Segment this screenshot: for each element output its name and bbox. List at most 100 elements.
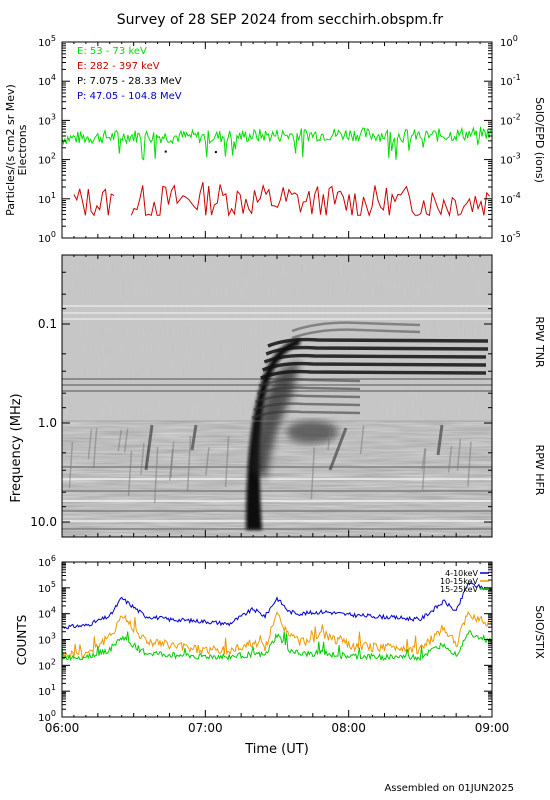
proton-data-point xyxy=(164,150,167,153)
y-tick-label: 104 xyxy=(38,606,56,621)
hfr-streak xyxy=(92,427,98,469)
figure-title: Survey of 28 SEP 2024 from secchirh.obsp… xyxy=(117,12,444,28)
hfr-streak xyxy=(87,428,93,460)
y-tick-label: 103 xyxy=(38,632,56,647)
legend-entry: P: 7.075 - 28.33 MeV xyxy=(77,76,182,87)
y-tick-label: 100 xyxy=(38,230,56,245)
radio-ylabel: Frequency (MHz) xyxy=(9,393,24,502)
tnr-band xyxy=(62,312,492,314)
burst-harmonic-lane xyxy=(254,394,361,404)
hfr-burst-streak xyxy=(144,424,154,471)
hfr-streak xyxy=(168,448,174,481)
particles-right-label: SolO/EPD (ions) xyxy=(533,97,546,183)
hfr-streaks xyxy=(68,423,472,504)
series-line-15-25kev xyxy=(62,630,492,662)
series-line-4-10kev xyxy=(62,582,492,630)
x-tick-label: 07:00 xyxy=(188,721,223,735)
legend-entry: 10-15keV xyxy=(440,577,479,586)
y-tick-label: 106 xyxy=(38,554,56,569)
hfr-band xyxy=(62,500,492,502)
x-tick-label: 09:00 xyxy=(475,721,510,735)
tnr-band xyxy=(62,318,492,320)
burst-harmonic-lane xyxy=(253,402,361,412)
hfr-streak xyxy=(456,439,462,471)
hfr-horizontal-bands xyxy=(62,466,492,530)
burst-harmonic-lane xyxy=(251,410,361,420)
burst-upper-lane xyxy=(291,328,421,340)
right-tick-label: 100 xyxy=(500,34,518,49)
x-tick-label: 06:00 xyxy=(45,721,80,735)
right-tick-label: 10-4 xyxy=(500,191,521,206)
hfr-streak xyxy=(310,447,316,500)
particles-panel: 100 101 102 103 104 105 10-5 10-4 10-3 10-2 10-1 1… xyxy=(4,34,546,245)
right-tick-label: 10-3 xyxy=(500,152,521,167)
x-tick-label: 08:00 xyxy=(331,721,366,735)
right-tick-label: 10-1 xyxy=(500,73,521,88)
legend-entry: E: 53 - 73 keV xyxy=(77,46,147,57)
radio-burst-halo xyxy=(252,360,300,480)
y-tick-label: 100 xyxy=(38,709,56,724)
y-tick-label: 104 xyxy=(38,73,56,88)
hfr-band xyxy=(62,478,492,480)
hfr-band xyxy=(62,490,492,492)
legend-entry: 4-10keV xyxy=(445,569,478,578)
burst-harmonic-lane xyxy=(267,337,489,348)
y-tick-label: 102 xyxy=(38,657,56,672)
hfr-streak xyxy=(68,441,74,489)
hfr-streak xyxy=(205,447,210,476)
burst-harmonic-lane xyxy=(258,378,361,388)
legend-entry: P: 47.05 - 104.8 MeV xyxy=(77,91,182,102)
hfr-band xyxy=(62,520,492,522)
hfr-band xyxy=(62,510,492,512)
series-line-10-15kev xyxy=(62,610,492,660)
tnr-band xyxy=(62,305,492,307)
burst-harmonic-lane xyxy=(256,386,361,396)
stix-ylabel: COUNTS xyxy=(15,615,29,666)
stix-panel: 100 101 102 103 104 105 106 06:00 07:00 08:00 09:… xyxy=(15,554,546,757)
right-tick-label: 10-5 xyxy=(500,230,521,245)
y-tick-label: 101 xyxy=(38,683,56,698)
radio-right-label-tnr: RPW TNR xyxy=(533,316,546,368)
hfr-streak xyxy=(467,441,472,487)
legend-entry: 15-25keV xyxy=(440,585,479,594)
stix-right-label: SolO/STIX xyxy=(533,605,546,659)
proton-data-point xyxy=(214,151,217,154)
particles-ylabel-electrons: Electrons xyxy=(16,124,29,175)
y-tick-label: 1.0 xyxy=(38,416,57,430)
burst-harmonic-lane xyxy=(260,369,487,380)
y-tick-label: 0.1 xyxy=(38,317,57,331)
hfr-streak xyxy=(421,448,427,490)
hfr-streak xyxy=(224,436,230,488)
hfr-burst-streak xyxy=(328,427,348,471)
radio-burst-tail xyxy=(286,420,338,444)
radio-panel: 0.1 1.0 10.0 Frequency (MHz) RPW TNR RPW H… xyxy=(9,254,546,538)
hfr-streak xyxy=(123,428,129,453)
burst-harmonic-lane xyxy=(261,361,487,372)
burst-harmonic-lane xyxy=(263,353,487,364)
legend-entry: E: 282 - 397 keV xyxy=(77,61,160,72)
y-tick-label: 102 xyxy=(38,152,56,167)
stix-xlabel: Time (UT) xyxy=(244,742,309,757)
series-line-e-53-73-kev xyxy=(62,126,492,161)
series-line-e-282-397-kev xyxy=(73,182,490,218)
particles-ylabel: Particles/(s cm2 sr Mev) xyxy=(4,84,17,216)
hfr-streak xyxy=(117,429,122,452)
hfr-streak xyxy=(327,423,332,451)
hfr-streak xyxy=(127,450,133,497)
hfr-streak xyxy=(186,435,192,492)
footer-assembled: Assembled on 01JUN2025 xyxy=(384,783,514,794)
hfr-streak xyxy=(359,425,365,454)
radio-right-label-hfr: RPW HFR xyxy=(533,445,546,496)
hfr-band xyxy=(62,466,492,468)
radio-burst-lanes xyxy=(251,321,489,420)
y-tick-label: 10.0 xyxy=(30,515,57,529)
hfr-streak xyxy=(140,443,145,475)
y-tick-label: 105 xyxy=(38,580,56,595)
hfr-streak xyxy=(447,445,453,473)
y-tick-label: 101 xyxy=(38,191,56,206)
burst-harmonic-lane xyxy=(265,345,489,356)
y-tick-label: 105 xyxy=(38,34,56,49)
y-tick-label: 103 xyxy=(38,112,56,127)
radio-burst-core xyxy=(246,338,300,530)
